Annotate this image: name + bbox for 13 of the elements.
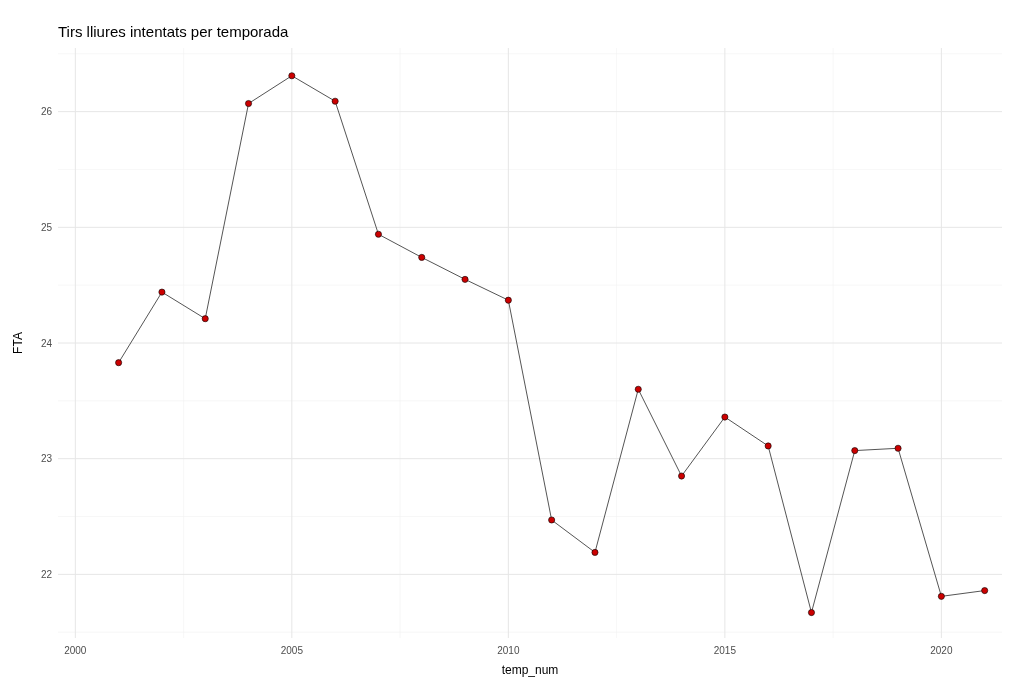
y-tick-label: 24 — [40, 337, 53, 349]
x-tick-label: 2005 — [280, 645, 304, 656]
y-tick-label: 25 — [40, 221, 53, 233]
y-tick-label: 22 — [40, 568, 53, 580]
x-tick-label: 2010 — [497, 645, 520, 656]
y-tick-label: 26 — [40, 106, 53, 118]
y-axis-title: FTA — [11, 332, 25, 354]
chart-title: Tirs lliures intentats per temporada — [58, 23, 290, 40]
x-tick-label: 2015 — [713, 645, 737, 656]
x-axis-title: temp_num — [501, 663, 559, 677]
y-tick-label: 23 — [40, 453, 53, 465]
x-tick-label: 2020 — [930, 645, 953, 656]
x-tick-label: 2000 — [64, 645, 87, 656]
